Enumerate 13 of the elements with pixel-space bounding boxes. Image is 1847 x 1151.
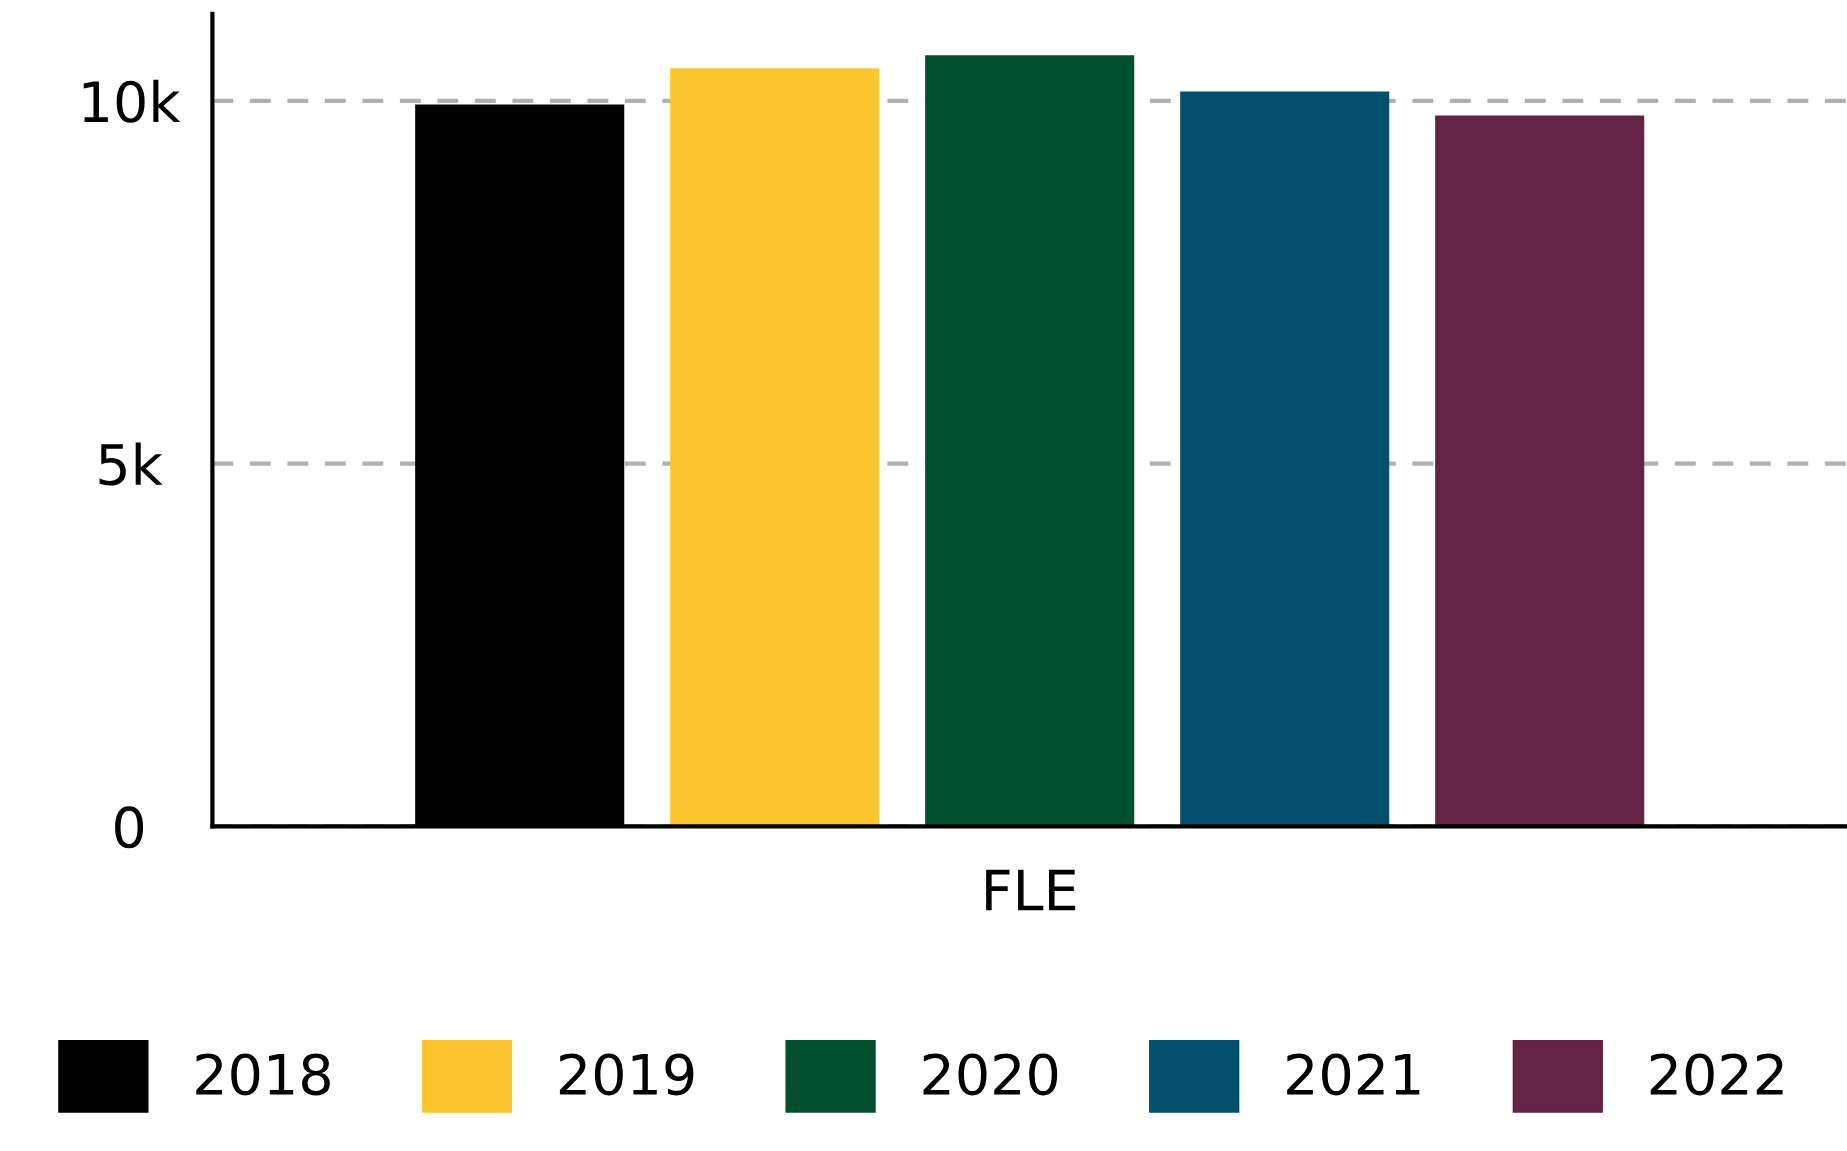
y-tick-label: 0 bbox=[115, 806, 144, 849]
bar bbox=[1435, 115, 1645, 827]
bar bbox=[1180, 91, 1390, 827]
legend-label: 2020 bbox=[923, 1053, 1058, 1096]
legend-label: 2021 bbox=[1287, 1053, 1420, 1096]
legend-label: 2018 bbox=[196, 1053, 330, 1096]
legend-label: 2019 bbox=[559, 1053, 694, 1096]
y-tick-label: 5k bbox=[99, 442, 163, 486]
x-tick-label: FLE bbox=[986, 869, 1076, 911]
y-tick-label: 10k bbox=[83, 79, 181, 123]
legend-label: 2022 bbox=[1650, 1053, 1783, 1096]
bar bbox=[670, 68, 880, 827]
bar bbox=[925, 55, 1135, 827]
